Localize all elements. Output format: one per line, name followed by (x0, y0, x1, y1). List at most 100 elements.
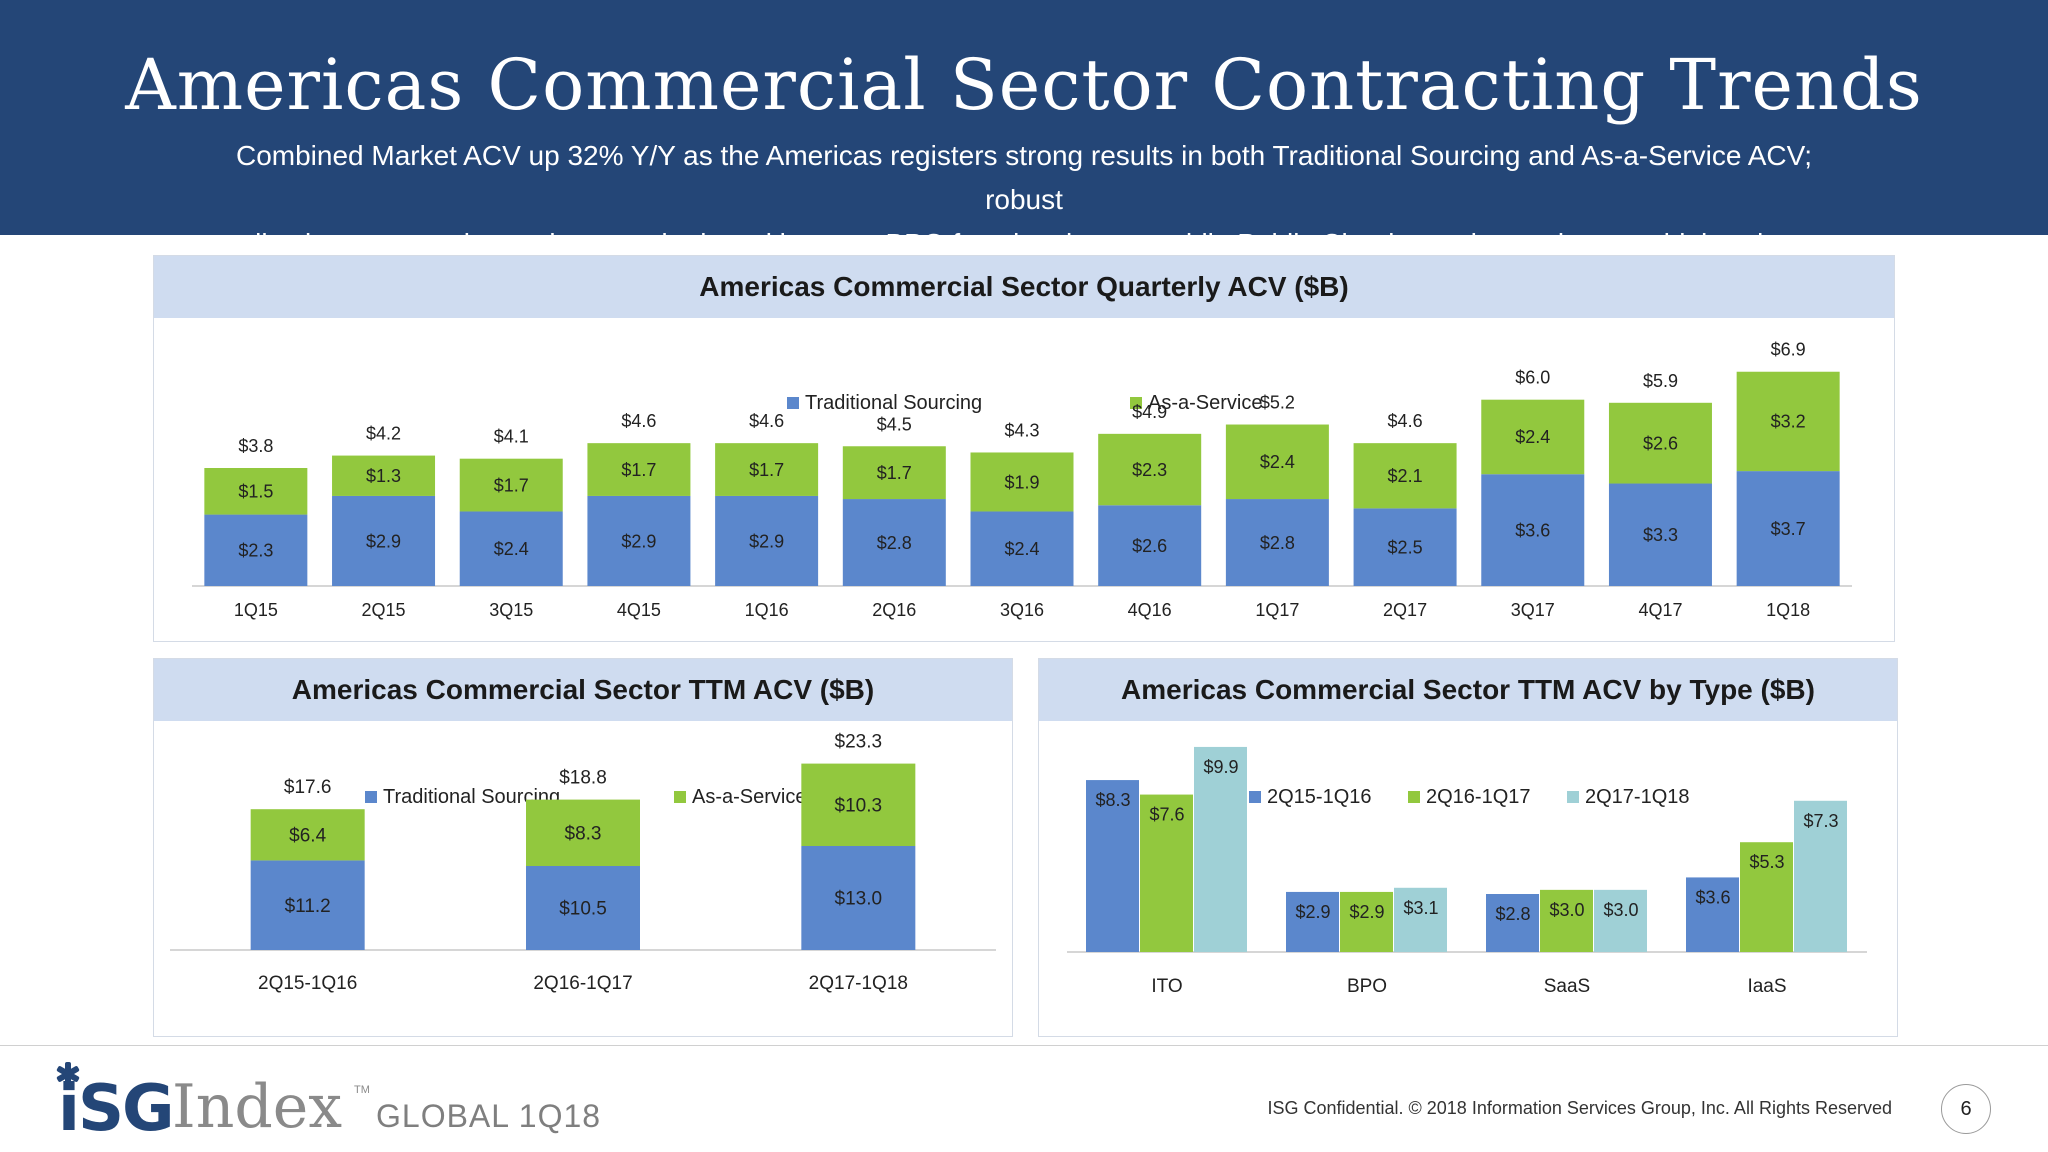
total-label: $4.3 (1004, 420, 1039, 440)
ttm-acv-by-type-chart: 2Q15-1Q16 2Q16-1Q17 2Q17-1Q18 $8.3 $7.6 $9.9 I… (1067, 746, 1867, 997)
total-label: $18.8 (559, 768, 607, 789)
bar-segment (842, 499, 946, 586)
edition-label: GLOBAL 1Q18 (376, 1098, 602, 1134)
total-label: $17.6 (284, 777, 332, 798)
data-label: $8.3 (565, 823, 602, 844)
legend-label: Traditional Sourcing (383, 786, 560, 808)
data-label: $2.4 (1260, 452, 1295, 472)
bar-segment (1098, 433, 1202, 506)
legend-label: As-a-Service (1148, 392, 1262, 414)
data-label: $3.2 (1771, 412, 1806, 432)
total-label: $4.6 (1388, 411, 1423, 431)
bar-segment (1736, 471, 1840, 586)
data-label: $2.9 (366, 531, 401, 551)
category-label: 4Q17 (1638, 600, 1682, 620)
legend-label: 2Q16-1Q17 (1426, 786, 1531, 808)
category-label: 2Q17 (1383, 600, 1427, 620)
legend-swatch (1567, 791, 1579, 803)
bar-segment (250, 860, 365, 950)
bar-segment (1353, 508, 1457, 586)
legend-label: As-a-Service (692, 786, 806, 808)
data-label: $8.3 (1095, 790, 1130, 810)
data-label: $6.4 (289, 825, 326, 846)
data-label: $2.6 (1643, 433, 1678, 453)
data-label: $2.4 (1004, 539, 1039, 559)
category-label: 2Q16 (872, 600, 916, 620)
data-label: $3.6 (1695, 887, 1730, 907)
bar-segment (1225, 424, 1329, 500)
data-label: $10.5 (559, 899, 607, 920)
bar-segment (715, 495, 819, 586)
data-label: $2.4 (494, 539, 529, 559)
data-label: $3.1 (1403, 898, 1438, 918)
ttm-acv-chart: Traditional Sourcing As-a-Service $11.2 $6.… (170, 732, 996, 994)
data-label: $2.8 (1260, 533, 1295, 553)
category-label: SaaS (1544, 976, 1590, 997)
category-label: 2Q15-1Q16 (258, 973, 357, 994)
legend-swatch (787, 397, 799, 409)
total-label: $5.2 (1260, 393, 1295, 413)
total-label: $6.9 (1771, 340, 1806, 360)
data-label: $5.3 (1749, 852, 1784, 872)
bar-segment (715, 443, 819, 496)
data-label: $2.1 (1388, 466, 1423, 486)
data-label: $11.2 (285, 896, 331, 917)
footer-divider (0, 1045, 2048, 1046)
total-label: $3.8 (238, 436, 273, 456)
legend-swatch (1408, 791, 1420, 803)
data-label: $1.7 (749, 460, 784, 480)
bar (1594, 889, 1647, 952)
logo-index-text: Index (172, 1072, 343, 1142)
data-label: $2.8 (877, 533, 912, 553)
asterisk-icon (56, 1062, 80, 1086)
bar-segment (970, 452, 1074, 512)
bar (1340, 891, 1393, 952)
bar-segment (332, 495, 436, 586)
data-label: $2.9 (749, 531, 784, 551)
category-label: 2Q15 (362, 600, 406, 620)
category-label: 2Q17-1Q18 (809, 973, 908, 994)
data-label: $3.0 (1603, 900, 1638, 920)
category-label: 3Q15 (489, 600, 533, 620)
data-label: $13.0 (835, 889, 883, 910)
quarterly-acv-chart: Traditional Sourcing As-a-Service $2.3 $1.5… (192, 340, 1852, 620)
isg-index-logo: iSG Index TM (54, 1060, 370, 1146)
data-label: $3.3 (1643, 525, 1678, 545)
bar (1394, 887, 1447, 952)
category-label: ITO (1151, 976, 1182, 997)
legend-label: Traditional Sourcing (805, 392, 982, 414)
bar-segment (204, 514, 308, 586)
bar-segment (1353, 443, 1457, 509)
bar-segment (1608, 402, 1712, 484)
legend-swatch (674, 791, 686, 803)
data-label: $2.9 (1295, 902, 1330, 922)
ttm-acv-by-type-panel: Americas Commercial Sector TTM ACV by Ty… (1038, 658, 1898, 1037)
data-label: $2.5 (1388, 537, 1423, 557)
category-label: 1Q17 (1255, 600, 1299, 620)
data-label: $2.8 (1495, 904, 1530, 924)
data-label: $2.6 (1132, 536, 1167, 556)
data-label: $1.7 (621, 460, 656, 480)
data-label: $2.9 (621, 531, 656, 551)
data-label: $1.7 (494, 475, 529, 495)
category-label: BPO (1347, 976, 1387, 997)
bar-segment (459, 458, 563, 512)
data-label: $10.3 (835, 795, 883, 816)
bar-segment (332, 455, 436, 496)
bar-segment (526, 866, 640, 950)
subtitle-line-1: Combined Market ACV up 32% Y/Y as the Am… (235, 140, 1813, 215)
category-label: IaaS (1747, 976, 1786, 997)
bar-segment (204, 468, 308, 515)
total-label: $6.0 (1515, 368, 1550, 388)
data-label: $1.7 (877, 463, 912, 483)
bar-segment (250, 809, 365, 861)
chart-title: Americas Commercial Sector TTM ACV by Ty… (1039, 659, 1897, 721)
bar (1740, 842, 1793, 952)
data-label: $9.9 (1203, 757, 1238, 777)
total-label: $4.5 (877, 414, 912, 434)
category-label: 4Q16 (1128, 600, 1172, 620)
bar-segment (842, 446, 946, 500)
bar-segment (526, 799, 640, 866)
confidential-notice: ISG Confidential. © 2018 Information Ser… (1267, 1098, 1892, 1118)
total-label: $23.3 (835, 732, 883, 753)
